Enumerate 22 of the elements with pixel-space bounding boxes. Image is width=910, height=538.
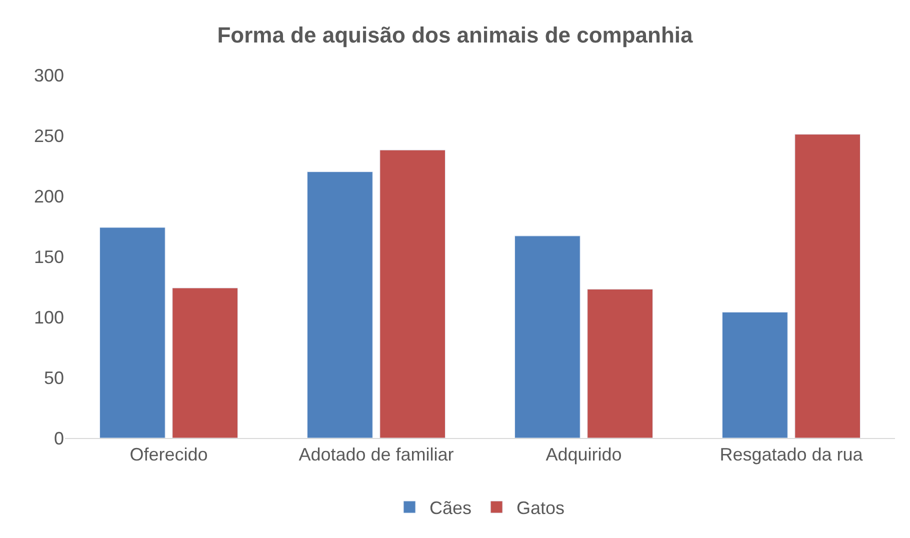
chart-title: Forma de aquisão dos animais de companhia [217, 22, 694, 48]
y-tick-label: 50 [44, 368, 64, 388]
y-tick-label: 0 [54, 428, 64, 448]
legend-label: Cães [430, 498, 472, 518]
x-tick-label: Adotado de familiar [298, 444, 454, 465]
x-tick-label: Oferecido [130, 444, 208, 465]
bar [587, 288, 653, 438]
y-tick-label: 150 [34, 246, 64, 267]
x-tick-label: Resgatado da rua [720, 444, 864, 465]
y-tick-label: 100 [34, 307, 64, 328]
bar [172, 288, 238, 438]
legend-label: Gatos [516, 498, 565, 518]
y-tick-label: 200 [34, 186, 64, 206]
bar [514, 236, 580, 438]
bar [307, 172, 373, 438]
bar [380, 150, 446, 438]
x-tick-label: Adquirido [546, 444, 622, 465]
bar [794, 134, 860, 438]
bar [722, 312, 788, 438]
y-tick-label: 300 [34, 65, 64, 86]
y-tick-label: 250 [34, 126, 64, 146]
bar [100, 227, 166, 438]
